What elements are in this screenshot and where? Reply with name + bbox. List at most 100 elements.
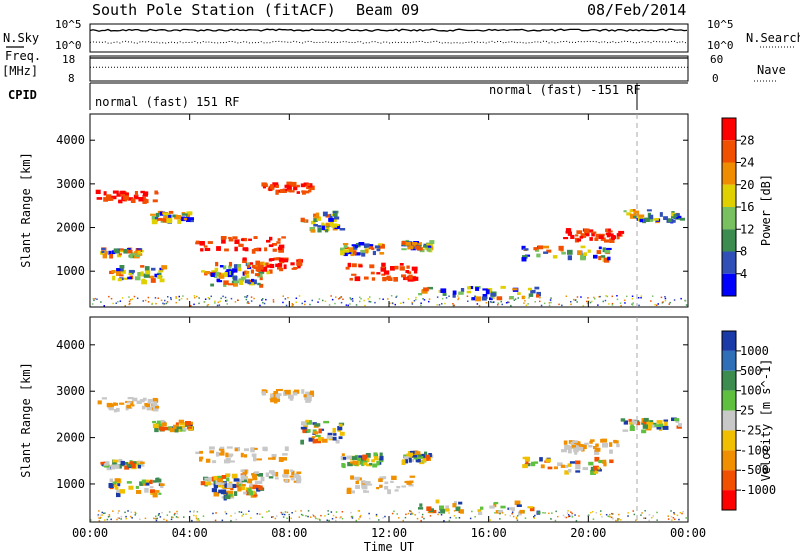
heatmap-cell xyxy=(318,298,321,300)
heatmap-cell xyxy=(214,519,217,522)
heatmap-cell xyxy=(329,220,334,225)
heatmap-cell xyxy=(104,512,106,514)
heatmap-cell xyxy=(524,300,526,302)
heatmap-cell xyxy=(360,249,365,255)
heatmap-cell xyxy=(119,300,122,302)
heatmap-cell xyxy=(554,519,557,522)
heatmap-cell xyxy=(404,456,410,460)
heatmap-cell xyxy=(332,514,335,517)
heatmap-cell xyxy=(304,396,308,401)
heatmap-cell xyxy=(133,295,136,298)
heatmap-cell xyxy=(119,265,125,269)
heatmap-cell xyxy=(671,417,677,422)
heatmap-cell xyxy=(608,233,614,237)
heatmap-cell xyxy=(589,301,592,304)
heatmap-cell xyxy=(324,300,327,303)
heatmap-cell xyxy=(420,519,422,522)
heatmap-cell xyxy=(245,298,248,301)
heatmap-cell xyxy=(577,250,583,256)
heatmap-cell xyxy=(265,298,267,301)
heatmap-cell xyxy=(138,197,144,202)
heatmap-cell xyxy=(317,227,322,233)
heatmap-cell xyxy=(601,516,603,518)
heatmap-cell xyxy=(134,191,138,196)
heatmap-cell xyxy=(560,464,565,468)
heatmap-cell xyxy=(600,438,605,443)
heatmap-cell xyxy=(244,270,248,276)
heatmap-cell xyxy=(359,300,361,303)
heatmap-cell xyxy=(296,471,302,474)
heatmap-cell xyxy=(307,429,311,433)
heatmap-cell xyxy=(193,511,195,513)
heatmap-cell xyxy=(575,460,581,465)
heatmap-cell xyxy=(449,516,452,519)
heatmap-cell xyxy=(254,480,260,485)
heatmap-cell xyxy=(220,236,226,240)
heatmap-cell xyxy=(440,514,443,516)
heatmap-cell xyxy=(199,241,205,246)
heatmap-cell xyxy=(160,419,165,424)
heatmap-cell xyxy=(578,443,583,447)
heatmap-cell xyxy=(570,234,575,239)
colorbar-swatch xyxy=(722,162,736,185)
heatmap-cell xyxy=(96,298,98,300)
heatmap-cell xyxy=(204,247,211,252)
heatmap-cell xyxy=(351,515,354,518)
heatmap-cell xyxy=(439,505,445,511)
heatmap-cell xyxy=(327,432,333,436)
heatmap-cell xyxy=(133,194,139,200)
heatmap-cell xyxy=(352,460,359,465)
heatmap-cell xyxy=(216,304,219,307)
heatmap-cell xyxy=(175,516,178,518)
heatmap-cell xyxy=(379,484,383,488)
heatmap-cell xyxy=(402,519,404,522)
heatmap-cell xyxy=(185,421,191,426)
heatmap-cell xyxy=(129,253,133,258)
heatmap-cell xyxy=(631,209,636,212)
heatmap-cell xyxy=(667,518,670,520)
heatmap-cell xyxy=(382,298,384,300)
nave-label: Nave xyxy=(757,63,786,77)
heatmap-cell xyxy=(100,301,102,303)
heatmap-cell xyxy=(193,295,196,297)
heatmap-cell xyxy=(328,217,334,222)
heatmap-cell xyxy=(226,446,233,449)
heatmap-cell xyxy=(163,518,165,521)
heatmap-cell xyxy=(171,516,173,518)
heatmap-cell xyxy=(301,389,305,394)
heatmap-cell xyxy=(576,301,578,303)
heatmap-cell xyxy=(599,295,601,298)
heatmap-cell xyxy=(296,191,301,194)
heatmap-cell xyxy=(416,242,422,247)
heatmap-cell xyxy=(114,478,121,483)
heatmap-cell xyxy=(581,444,587,450)
heatmap-cell xyxy=(144,488,149,493)
heatmap-cell xyxy=(633,215,638,218)
heatmap-cell xyxy=(101,514,103,516)
heatmap-cell xyxy=(217,280,223,283)
colorbar-tick-label: 100 xyxy=(740,384,762,398)
heatmap-cell xyxy=(307,510,310,512)
heatmap-cell xyxy=(282,301,284,304)
heatmap-cell xyxy=(105,194,112,199)
heatmap-cell xyxy=(303,182,309,186)
heatmap-cell xyxy=(619,302,622,304)
heatmap-cell xyxy=(300,510,302,512)
heatmap-cell xyxy=(401,248,407,251)
heatmap-cell xyxy=(109,478,114,483)
heatmap-cell xyxy=(289,469,294,472)
heatmap-cell xyxy=(237,299,239,301)
heatmap-cell xyxy=(340,247,345,252)
heatmap-cell xyxy=(234,246,238,252)
heatmap-cell xyxy=(345,304,348,306)
heatmap-cell xyxy=(126,464,132,468)
heatmap-cell xyxy=(120,518,122,520)
heatmap-cell xyxy=(458,291,464,295)
heatmap-cell xyxy=(605,232,612,235)
heatmap-cell xyxy=(291,305,293,307)
heatmap-cell xyxy=(309,303,311,306)
heatmap-cell xyxy=(210,283,215,287)
heatmap-cell xyxy=(247,488,252,492)
heatmap-cell xyxy=(215,272,220,277)
